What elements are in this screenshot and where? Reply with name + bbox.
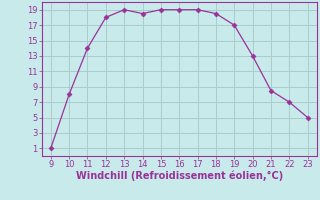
- X-axis label: Windchill (Refroidissement éolien,°C): Windchill (Refroidissement éolien,°C): [76, 171, 283, 181]
